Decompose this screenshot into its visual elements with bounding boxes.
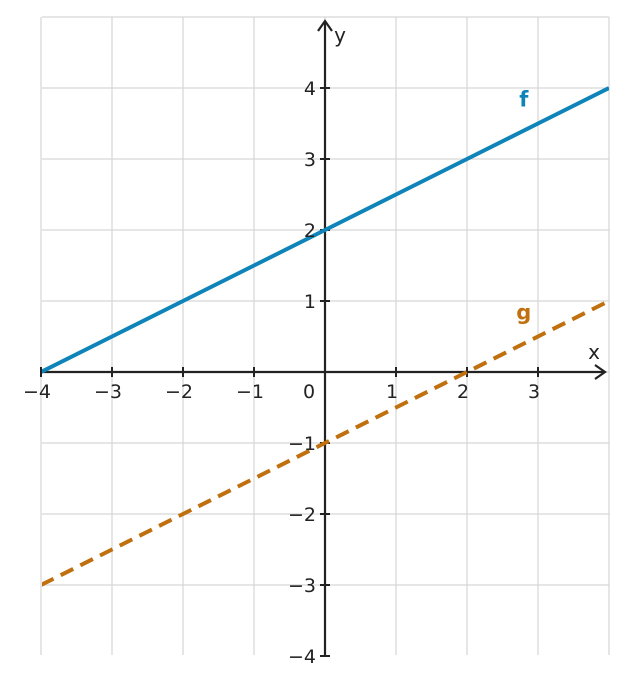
series-line-f [42,86,609,374]
x-axis-arrow-icon [594,364,607,380]
x-tick-label: −2 [165,381,193,403]
x-axis-label: x [588,340,600,364]
y-tick-label: −1 [288,433,316,455]
x-tick-label: 3 [528,381,540,403]
y-axis-label: y [334,23,346,47]
x-tick-label: −1 [236,381,264,403]
x-tick-label: −4 [23,381,51,403]
y-tick-label: −4 [288,646,316,668]
series-label-f: f [519,88,529,112]
y-tick-label: 4 [304,78,316,100]
y-tick-label: 2 [304,220,316,242]
y-tick-label: 1 [304,291,316,313]
series-label-g: g [516,301,531,325]
tick-labels: −4 −3 −2 −1 0 1 2 3 −4 −3 −2 −1 1 2 3 4 x y f g [23,23,600,668]
series-lines [42,86,609,587]
y-tick-label: −3 [288,575,316,597]
y-tick-label: −2 [288,504,316,526]
axes [40,19,607,657]
series-line-g [42,299,609,587]
x-tick-label: 2 [457,381,469,403]
y-tick-label: 3 [304,149,316,171]
y-axis-arrow-icon [317,19,333,32]
x-tick-label: 0 [303,381,315,403]
x-tick-label: −3 [94,381,122,403]
x-tick-label: 1 [386,381,398,403]
